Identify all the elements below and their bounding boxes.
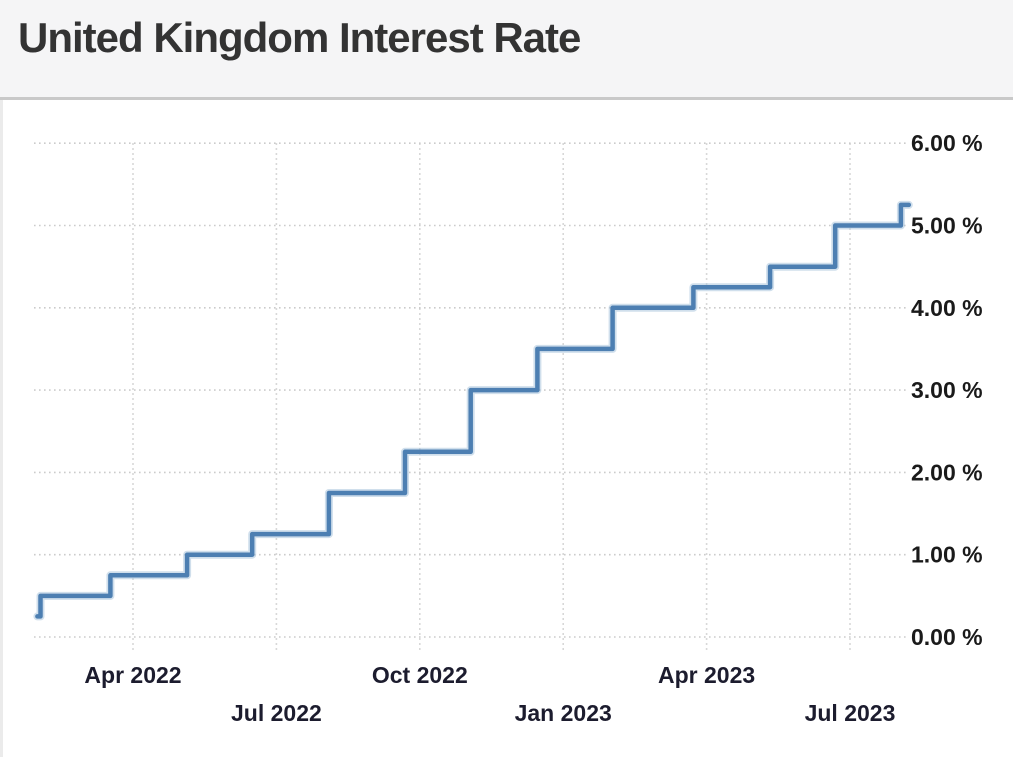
y-tick-label: 2.00 %: [911, 459, 983, 485]
x-tick-label: Jul 2023: [805, 700, 896, 726]
page-title: United Kingdom Interest Rate: [18, 14, 581, 61]
y-tick-label: 0.00 %: [911, 624, 983, 650]
x-tick-label: Jul 2022: [231, 700, 322, 726]
x-tick-label: Apr 2023: [658, 662, 755, 688]
y-tick-label: 3.00 %: [911, 377, 983, 403]
rate-step-line: [35, 202, 912, 619]
y-axis-labels: 0.00 % 1.00 % 2.00 % 3.00 % 4.00 % 5.00 % 6.00…: [911, 130, 983, 650]
y-tick-label: 1.00 %: [911, 542, 983, 568]
header-divider: [0, 97, 1013, 100]
y-tick-label: 4.00 %: [911, 295, 983, 321]
chart-header: United Kingdom Interest Rate: [0, 0, 1013, 97]
x-axis-labels: Apr 2022 Jul 2022 Oct 2022 Jan 2023 Apr 2023…: [84, 662, 895, 726]
x-tick-label: Jan 2023: [515, 700, 612, 726]
y-tick-label: 6.00 %: [911, 130, 983, 156]
x-tick-label: Oct 2022: [372, 662, 468, 688]
x-tick-label: Apr 2022: [84, 662, 181, 688]
y-tick-label: 5.00 %: [911, 213, 983, 239]
chart-card: [3, 100, 1013, 757]
